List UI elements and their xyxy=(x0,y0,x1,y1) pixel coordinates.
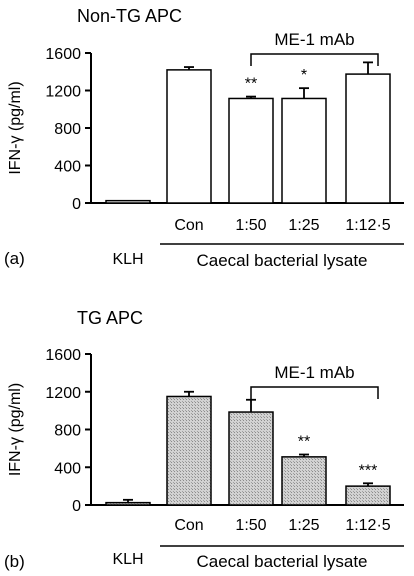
significance-marker: * xyxy=(301,67,307,84)
category-label: 1:12·5 xyxy=(345,517,390,534)
y-tick-label: 400 xyxy=(54,460,81,477)
group-label: Caecal bacterial lysate xyxy=(196,552,367,571)
y-tick-label: 1600 xyxy=(45,46,81,63)
bar xyxy=(228,97,274,204)
bar xyxy=(105,501,151,506)
y-tick-label: 1600 xyxy=(45,347,81,364)
y-tick-label: 1200 xyxy=(45,385,81,402)
y-tick-label: 800 xyxy=(54,121,81,138)
panel-label: (b) xyxy=(4,552,25,571)
significance-marker: ** xyxy=(245,76,257,93)
chart-title: TG APC xyxy=(77,308,143,328)
y-tick-label: 800 xyxy=(54,423,81,440)
significance-marker: *** xyxy=(359,462,378,479)
bar xyxy=(105,199,151,204)
category-label: 1:25 xyxy=(288,517,319,534)
bar xyxy=(228,411,274,506)
bracket-line xyxy=(250,386,379,399)
category-label: Con xyxy=(174,217,203,234)
chart-title: Non-TG APC xyxy=(77,6,182,26)
y-tick-label: 0 xyxy=(72,498,81,515)
y-axis-label: IFN-γ (pg/ml) xyxy=(7,81,24,174)
category-label: KLH xyxy=(112,551,143,568)
category-label: 1:25 xyxy=(288,217,319,234)
significance-marker: ** xyxy=(298,434,310,451)
y-tick-label: 0 xyxy=(72,196,81,213)
panel-label: (a) xyxy=(4,249,25,268)
bar xyxy=(166,395,212,506)
bar xyxy=(281,97,327,204)
category-label: KLH xyxy=(112,251,143,268)
bracket-line xyxy=(250,53,379,66)
bracket-label: ME-1 mAb xyxy=(274,30,354,49)
bar xyxy=(345,485,391,506)
category-label: 1:12·5 xyxy=(345,217,390,234)
group-label: Caecal bacterial lysate xyxy=(196,251,367,270)
bar xyxy=(281,456,327,506)
y-tick-label: 400 xyxy=(54,159,81,176)
category-label: 1:50 xyxy=(235,517,266,534)
category-label: Con xyxy=(174,517,203,534)
bar xyxy=(345,73,391,204)
category-label: 1:50 xyxy=(235,217,266,234)
bar xyxy=(166,69,212,204)
y-tick-label: 1200 xyxy=(45,84,81,101)
y-axis-label: IFN-γ (pg/ml) xyxy=(7,383,24,476)
bracket-label: ME-1 mAb xyxy=(274,363,354,382)
